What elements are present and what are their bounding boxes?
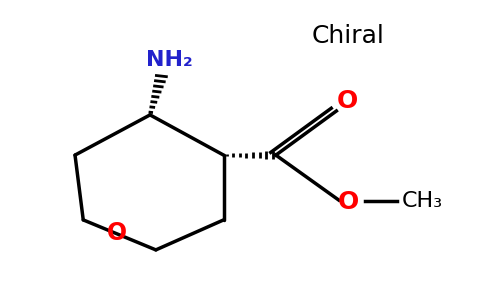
Text: NH₂: NH₂: [146, 50, 193, 70]
Text: Chiral: Chiral: [312, 24, 385, 48]
Text: CH₃: CH₃: [402, 191, 443, 211]
Text: O: O: [338, 190, 359, 214]
Text: O: O: [107, 221, 127, 245]
Text: O: O: [336, 89, 358, 113]
